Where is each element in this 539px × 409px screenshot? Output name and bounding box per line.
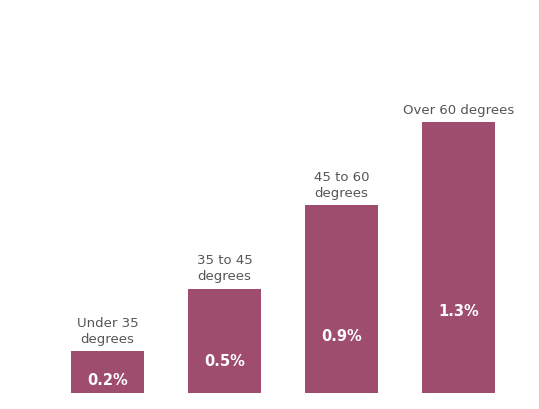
Text: 1.3%: 1.3% [438, 304, 479, 319]
Text: Over 60 degrees: Over 60 degrees [403, 104, 514, 117]
Text: 0.2%: 0.2% [87, 373, 128, 388]
Bar [422, 122, 495, 393]
Bar [305, 205, 378, 393]
Bar [188, 288, 261, 393]
Text: Under 35
degrees: Under 35 degrees [77, 317, 139, 346]
Text: 0.5%: 0.5% [204, 354, 245, 369]
Text: 0.9%: 0.9% [321, 329, 362, 344]
Text: 45 to 60
degrees: 45 to 60 degrees [314, 171, 369, 200]
Bar [71, 351, 144, 393]
Text: 35 to 45
degrees: 35 to 45 degrees [197, 254, 252, 283]
